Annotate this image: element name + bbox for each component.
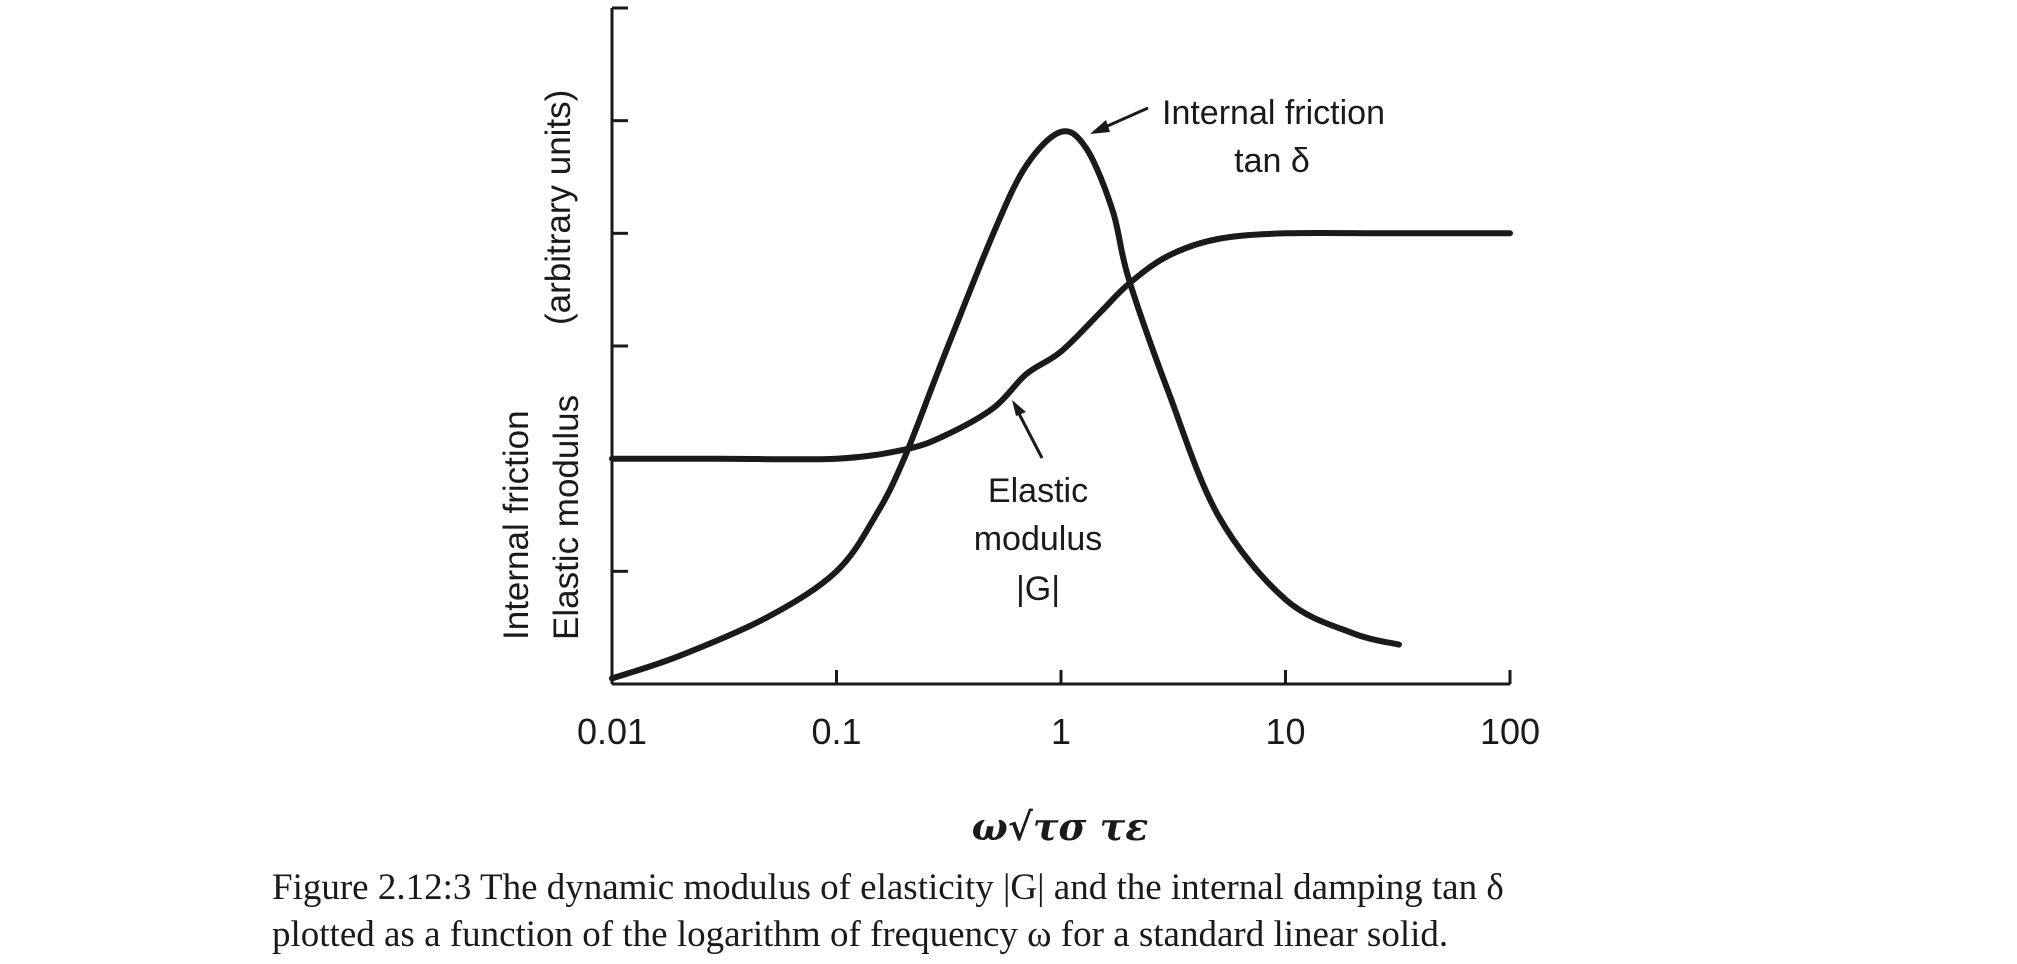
series-line-tan-delta bbox=[609, 128, 1402, 682]
x-tick-label-2: 0.1 bbox=[811, 711, 861, 752]
series-line-g bbox=[609, 229, 1513, 463]
axes: 0.01 0.1 1 10 100 bbox=[577, 6, 1540, 752]
series-layer bbox=[609, 128, 1513, 682]
annotation-tan-delta-arrowhead bbox=[1090, 120, 1110, 134]
annotation-tan-delta: Internal friction tan δ bbox=[1090, 94, 1385, 180]
x-tick-label-3: 1 bbox=[1051, 711, 1071, 752]
annotation-elastic-modulus-line-2: modulus bbox=[974, 520, 1103, 558]
annotation-elastic-modulus-arrowhead bbox=[1012, 400, 1026, 416]
y-axis-label-line-2: Elastic modulus bbox=[547, 395, 586, 640]
annotation-elastic-modulus: Elastic modulus |G| bbox=[974, 400, 1103, 608]
figure-caption: Figure 2.12:3 The dynamic modulus of ela… bbox=[272, 864, 1872, 958]
caption-line-2: plotted as a function of the logarithm o… bbox=[272, 914, 1449, 955]
x-tick-label-1: 0.01 bbox=[577, 711, 647, 752]
annotation-elastic-modulus-line-1: Elastic bbox=[988, 472, 1088, 510]
x-axis-label: ω√τσ τε bbox=[972, 804, 1149, 849]
annotation-tan-delta-line-1: Internal friction bbox=[1162, 94, 1385, 132]
x-tick-label-5: 100 bbox=[1480, 711, 1540, 752]
annotation-elastic-modulus-line-3: |G| bbox=[1016, 570, 1060, 608]
y-axis-label-line-3: (arbitrary units) bbox=[539, 90, 578, 325]
caption-line-1: Figure 2.12:3 The dynamic modulus of ela… bbox=[272, 867, 1504, 908]
annotation-elastic-modulus-arrow bbox=[1013, 405, 1044, 459]
x-tick-label-4: 10 bbox=[1265, 711, 1305, 752]
annotation-tan-delta-line-2: tan δ bbox=[1234, 142, 1310, 180]
y-axis-label-line-1: Internal friction bbox=[497, 410, 536, 640]
